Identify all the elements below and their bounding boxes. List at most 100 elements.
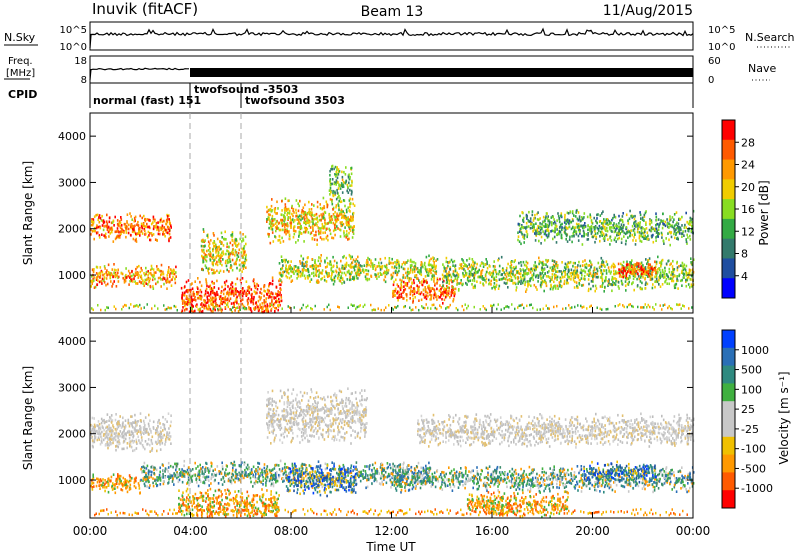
data-cell bbox=[424, 288, 427, 291]
data-cell bbox=[297, 226, 300, 229]
data-cell bbox=[343, 232, 345, 235]
data-cell bbox=[601, 273, 603, 277]
data-cell bbox=[637, 267, 639, 271]
data-cell bbox=[593, 226, 596, 229]
data-cell bbox=[586, 238, 589, 241]
data-cell bbox=[635, 263, 638, 266]
data-cell bbox=[599, 220, 602, 223]
data-cell bbox=[546, 271, 549, 274]
data-cell bbox=[634, 224, 636, 227]
data-cell bbox=[222, 252, 225, 256]
data-cell bbox=[320, 271, 322, 275]
data-cell bbox=[252, 299, 254, 303]
data-cell bbox=[166, 307, 168, 311]
data-cell bbox=[516, 270, 519, 274]
data-cell bbox=[399, 286, 401, 290]
data-cell bbox=[340, 213, 343, 216]
data-cell bbox=[464, 269, 466, 273]
data-cell bbox=[236, 300, 238, 303]
data-cell bbox=[649, 263, 651, 266]
data-cell bbox=[395, 306, 397, 309]
data-cell bbox=[392, 295, 394, 298]
data-cell bbox=[615, 224, 617, 228]
data-cell bbox=[460, 281, 462, 285]
data-cell bbox=[270, 291, 273, 295]
data-cell bbox=[581, 243, 584, 246]
data-cell bbox=[426, 291, 429, 295]
data-cell bbox=[684, 229, 687, 233]
data-cell bbox=[660, 264, 662, 267]
data-cell bbox=[471, 266, 474, 269]
data-cell bbox=[583, 263, 586, 267]
data-cell bbox=[99, 276, 101, 279]
data-cell bbox=[250, 310, 253, 313]
data-cell bbox=[223, 297, 226, 300]
data-cell bbox=[544, 238, 546, 242]
data-cell bbox=[224, 306, 226, 309]
data-cell bbox=[584, 259, 586, 262]
data-cell bbox=[343, 170, 345, 174]
data-cell bbox=[198, 295, 201, 299]
data-cell bbox=[315, 230, 317, 234]
data-cell bbox=[394, 261, 396, 264]
data-cell bbox=[148, 218, 150, 222]
data-cell bbox=[428, 270, 430, 273]
data-cell bbox=[680, 307, 682, 310]
data-cell bbox=[241, 291, 244, 294]
data-cell bbox=[221, 297, 223, 301]
data-cell bbox=[302, 212, 305, 216]
data-cell bbox=[160, 228, 162, 232]
data-cell bbox=[590, 261, 592, 264]
data-cell bbox=[337, 187, 340, 190]
data-cell bbox=[476, 280, 478, 283]
data-cell bbox=[436, 282, 438, 285]
data-cell bbox=[350, 189, 353, 193]
data-cell bbox=[339, 221, 342, 224]
data-cell bbox=[388, 304, 390, 307]
data-cell bbox=[449, 296, 451, 299]
data-cell bbox=[589, 305, 591, 309]
data-cell bbox=[407, 272, 409, 276]
data-cell bbox=[315, 263, 317, 267]
data-cell bbox=[212, 287, 214, 291]
data-cell bbox=[403, 305, 405, 309]
data-cell bbox=[627, 222, 630, 225]
data-cell bbox=[236, 301, 238, 305]
data-cell bbox=[449, 267, 451, 271]
data-cell bbox=[327, 275, 329, 278]
data-cell bbox=[427, 274, 430, 277]
data-cell bbox=[644, 276, 646, 280]
data-cell bbox=[305, 269, 307, 272]
data-cell bbox=[288, 230, 290, 233]
data-cell bbox=[561, 273, 563, 276]
data-cell bbox=[318, 218, 321, 222]
data-cell bbox=[130, 234, 132, 237]
data-cell bbox=[330, 268, 333, 272]
data-cell bbox=[545, 304, 547, 307]
data-cell bbox=[251, 296, 253, 300]
data-cell bbox=[551, 273, 554, 276]
data-cell bbox=[577, 218, 580, 222]
data-cell bbox=[426, 281, 428, 284]
data-cell bbox=[140, 281, 142, 285]
data-cell bbox=[419, 292, 422, 296]
data-cell bbox=[351, 228, 354, 232]
data-cell bbox=[347, 264, 350, 267]
data-cell bbox=[591, 279, 594, 282]
data-cell bbox=[290, 218, 292, 222]
data-cell bbox=[206, 301, 209, 304]
data-cell bbox=[482, 305, 484, 308]
data-cell bbox=[544, 219, 546, 223]
data-cell bbox=[660, 219, 662, 222]
data-cell bbox=[661, 258, 664, 262]
data-cell bbox=[243, 263, 245, 267]
data-cell bbox=[264, 300, 266, 304]
data-cell bbox=[506, 271, 508, 275]
data-cell bbox=[675, 233, 677, 236]
data-cell bbox=[573, 280, 576, 284]
data-cell bbox=[164, 228, 167, 232]
data-cell bbox=[527, 268, 530, 271]
data-cell bbox=[206, 295, 208, 299]
data-cell bbox=[645, 221, 647, 224]
data-cell bbox=[622, 269, 625, 272]
